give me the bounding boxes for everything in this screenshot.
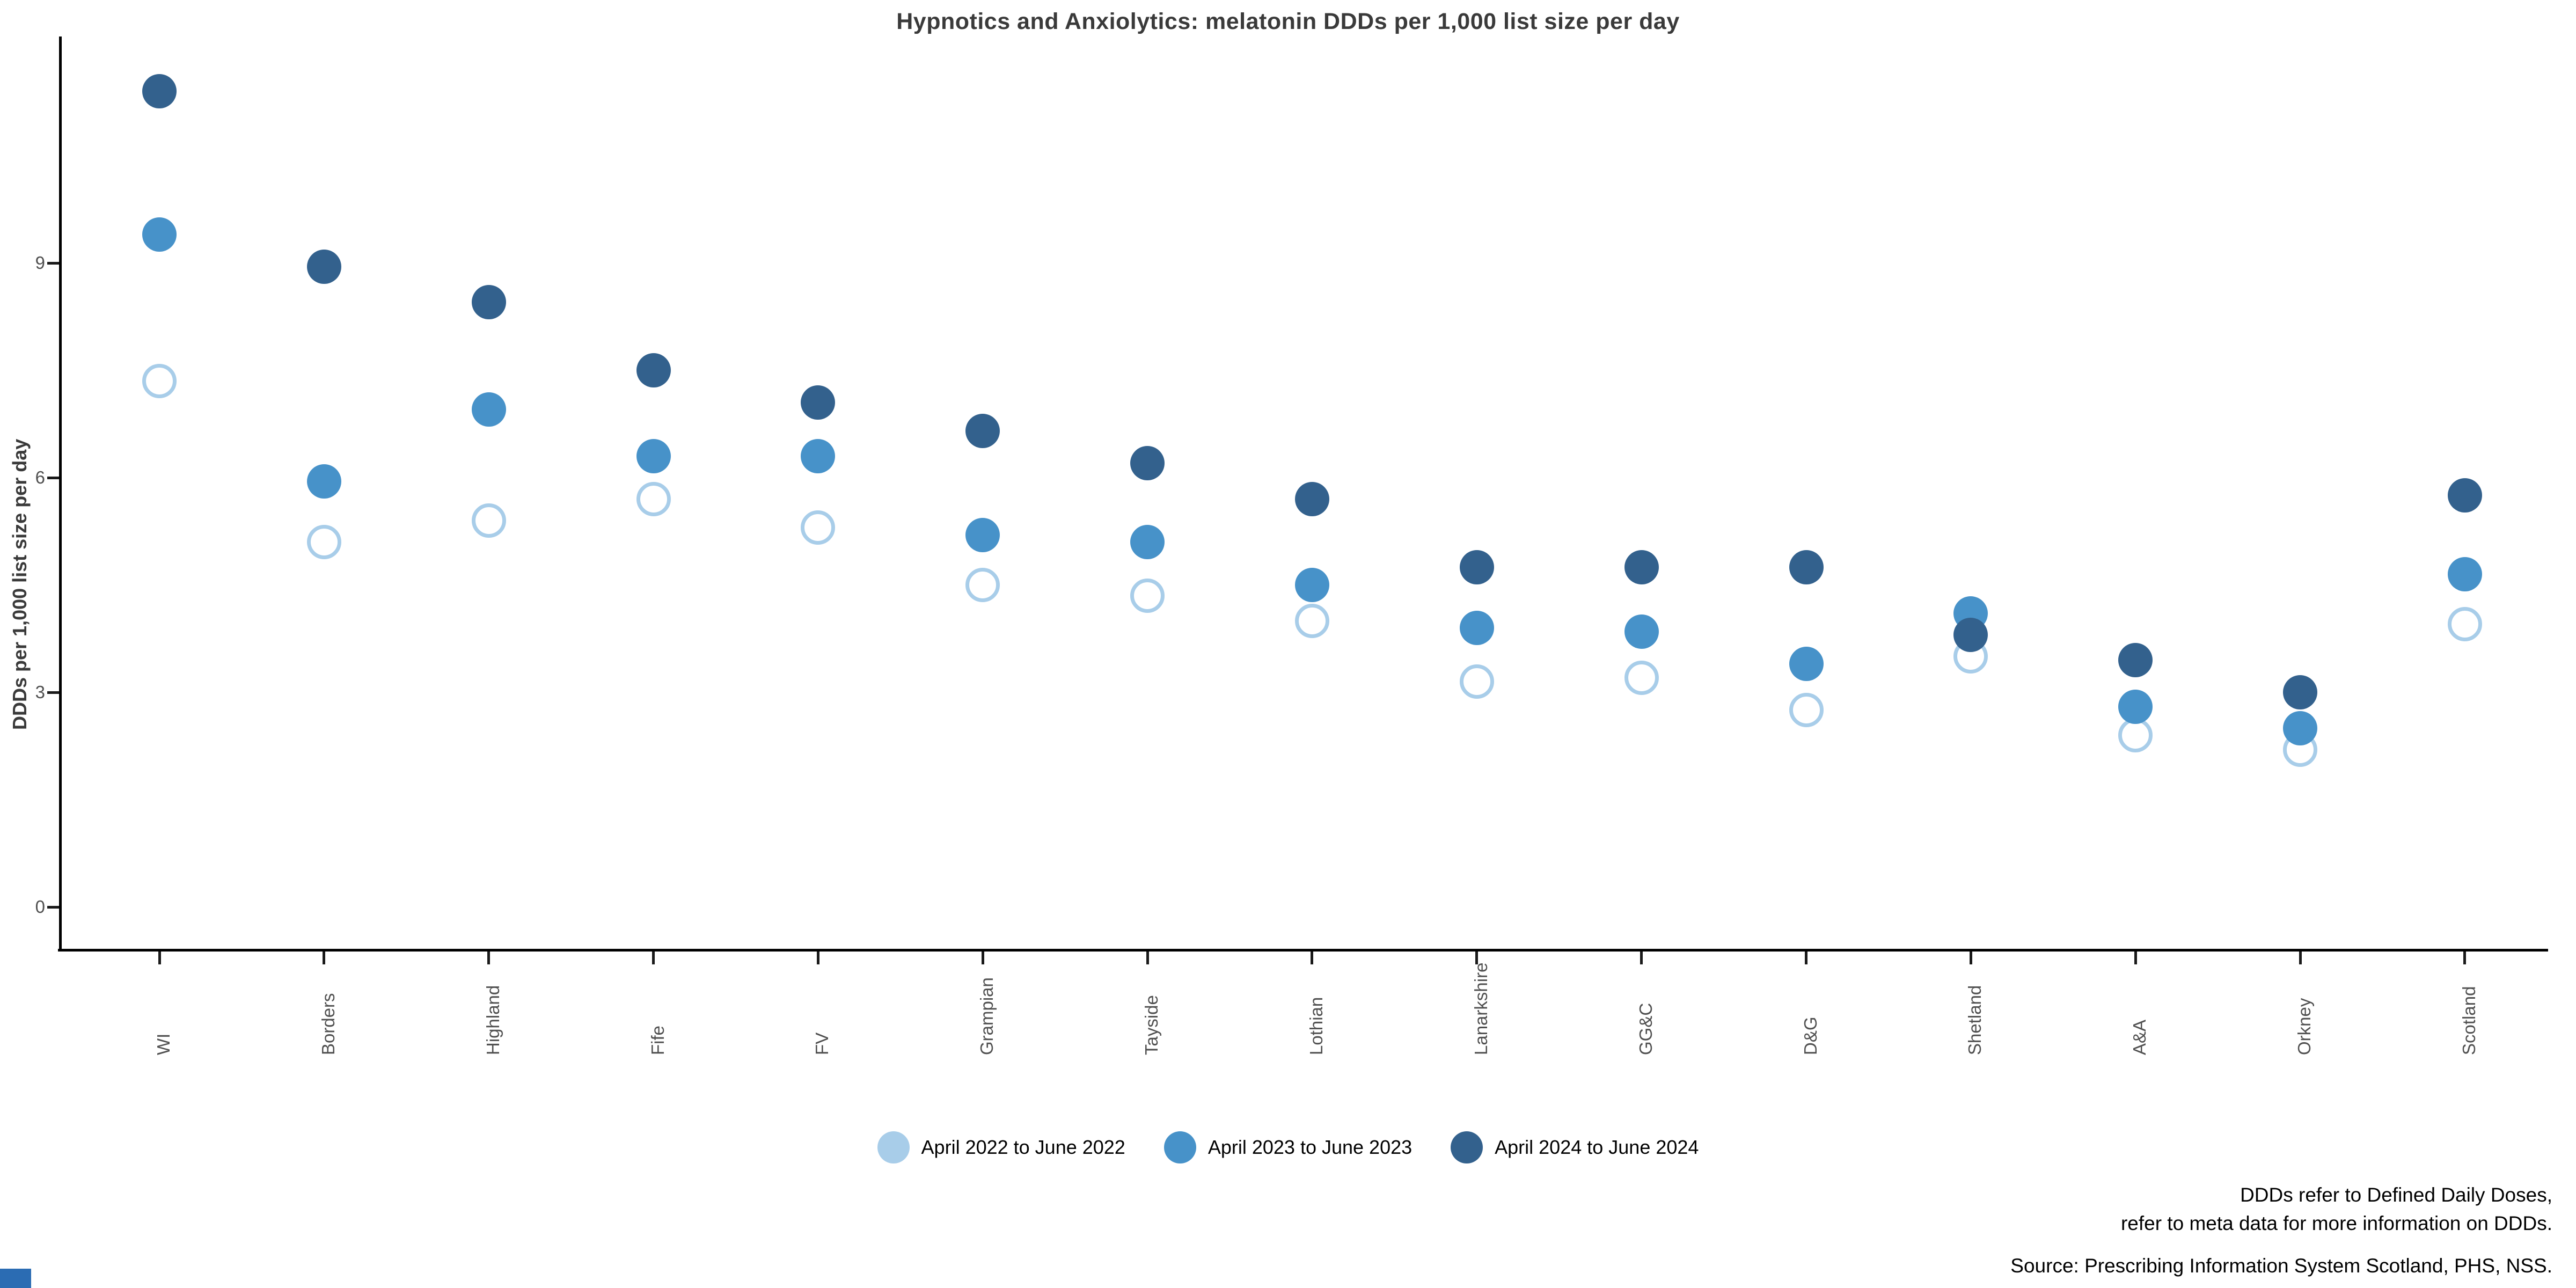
- x-tick-mark: [1311, 952, 1314, 964]
- y-tick-label: 3: [35, 682, 45, 702]
- footnote-line1: DDDs refer to Defined Daily Doses,: [2240, 1184, 2552, 1206]
- data-point: [1624, 550, 1659, 584]
- x-category-label: Borders: [318, 993, 338, 1055]
- legend-label: April 2024 to June 2024: [1495, 1136, 1699, 1158]
- legend-label: April 2022 to June 2022: [921, 1136, 1125, 1158]
- data-point: [142, 74, 177, 108]
- data-point: [1130, 446, 1165, 481]
- x-tick-mark: [1969, 952, 1972, 964]
- y-tick-label: 6: [35, 467, 45, 487]
- data-point: [801, 439, 836, 473]
- x-category-label: WI: [153, 1033, 173, 1055]
- x-tick-mark: [2299, 952, 2302, 964]
- data-point: [2447, 557, 2482, 591]
- x-tick-mark: [1805, 952, 1808, 964]
- footnote-line2: refer to meta data for more information …: [2120, 1212, 2552, 1234]
- data-point: [1789, 550, 1824, 584]
- data-point: [1294, 568, 1329, 602]
- footnote: DDDs refer to Defined Daily Doses, refer…: [2121, 1181, 2552, 1238]
- chart-title: Hypnotics and Anxiolytics: melatonin DDD…: [896, 9, 1680, 34]
- x-tick-mark: [2134, 952, 2137, 964]
- data-point: [965, 414, 1000, 449]
- legend-swatch-icon: [1163, 1131, 1196, 1163]
- legend-swatch-icon: [877, 1131, 910, 1163]
- x-tick-mark: [1146, 952, 1149, 964]
- data-point: [2118, 689, 2153, 724]
- data-point: [142, 364, 177, 398]
- x-tick-mark: [816, 952, 819, 964]
- x-tick-mark: [323, 952, 326, 964]
- y-axis-line: [59, 36, 62, 951]
- data-point: [2283, 675, 2318, 709]
- data-point: [801, 385, 836, 420]
- data-point: [2447, 607, 2482, 642]
- x-category-label: Tayside: [1141, 995, 1162, 1055]
- x-category-label: A&A: [2129, 1019, 2150, 1055]
- data-point: [636, 439, 671, 473]
- x-category-label: Orkney: [2294, 998, 2315, 1055]
- legend: April 2022 to June 2022 April 2023 to Jun…: [0, 1128, 2576, 1167]
- data-point: [1624, 614, 1659, 649]
- y-tick-mark: [47, 691, 59, 694]
- data-point: [801, 510, 836, 545]
- legend-item: April 2023 to June 2023: [1163, 1131, 1413, 1163]
- data-point: [1130, 525, 1165, 559]
- data-point: [636, 482, 671, 516]
- x-category-label: Highland: [482, 985, 503, 1055]
- data-point: [1789, 693, 1824, 728]
- x-tick-mark: [1475, 952, 1479, 964]
- data-point: [471, 503, 506, 538]
- x-tick-mark: [652, 952, 655, 964]
- data-point: [1294, 482, 1329, 516]
- y-tick-mark: [47, 905, 59, 909]
- x-category-label: Scotland: [2458, 986, 2479, 1055]
- y-tick-mark: [47, 261, 59, 265]
- data-point: [1789, 646, 1824, 681]
- x-tick-mark: [2463, 952, 2467, 964]
- x-axis-line: [58, 949, 2548, 952]
- legend-label: April 2023 to June 2023: [1208, 1136, 1413, 1158]
- data-point: [1459, 664, 1494, 699]
- x-category-label: Shetland: [1965, 985, 1985, 1055]
- y-tick-mark: [47, 476, 59, 479]
- x-tick-mark: [487, 952, 491, 964]
- x-tick-mark: [981, 952, 984, 964]
- data-point: [306, 464, 341, 499]
- y-tick-label: 0: [35, 897, 45, 917]
- legend-swatch-icon: [1451, 1131, 1483, 1163]
- data-point: [965, 517, 1000, 552]
- x-category-label: Fife: [647, 1025, 668, 1055]
- x-category-label: Grampian: [977, 977, 997, 1055]
- data-point: [965, 568, 1000, 602]
- data-point: [1953, 618, 1988, 653]
- x-category-label: Lanarkshire: [1470, 962, 1491, 1055]
- data-point: [306, 249, 341, 284]
- data-point: [636, 353, 671, 387]
- legend-item: April 2022 to June 2022: [877, 1131, 1125, 1163]
- x-category-label: GG&C: [1635, 1002, 1656, 1055]
- x-category-label: D&G: [1800, 1016, 1820, 1055]
- data-point: [2447, 478, 2482, 513]
- x-tick-mark: [158, 952, 161, 964]
- x-category-label: FV: [812, 1032, 832, 1055]
- data-point: [2118, 643, 2153, 677]
- data-point: [2283, 711, 2318, 745]
- data-point: [471, 392, 506, 427]
- data-point: [306, 525, 341, 559]
- data-point: [1294, 603, 1329, 638]
- data-point: [1459, 550, 1494, 584]
- data-point: [1624, 661, 1659, 696]
- data-point: [142, 217, 177, 252]
- source-note: Source: Prescribing Information System S…: [2010, 1255, 2552, 1277]
- corner-mark: [0, 1269, 31, 1288]
- x-category-label: Lothian: [1306, 997, 1326, 1055]
- x-tick-mark: [1640, 952, 1643, 964]
- data-point: [1459, 611, 1494, 645]
- data-point: [471, 285, 506, 320]
- data-point: [1130, 579, 1165, 613]
- y-tick-label: 9: [35, 253, 45, 273]
- legend-item: April 2024 to June 2024: [1451, 1131, 1699, 1163]
